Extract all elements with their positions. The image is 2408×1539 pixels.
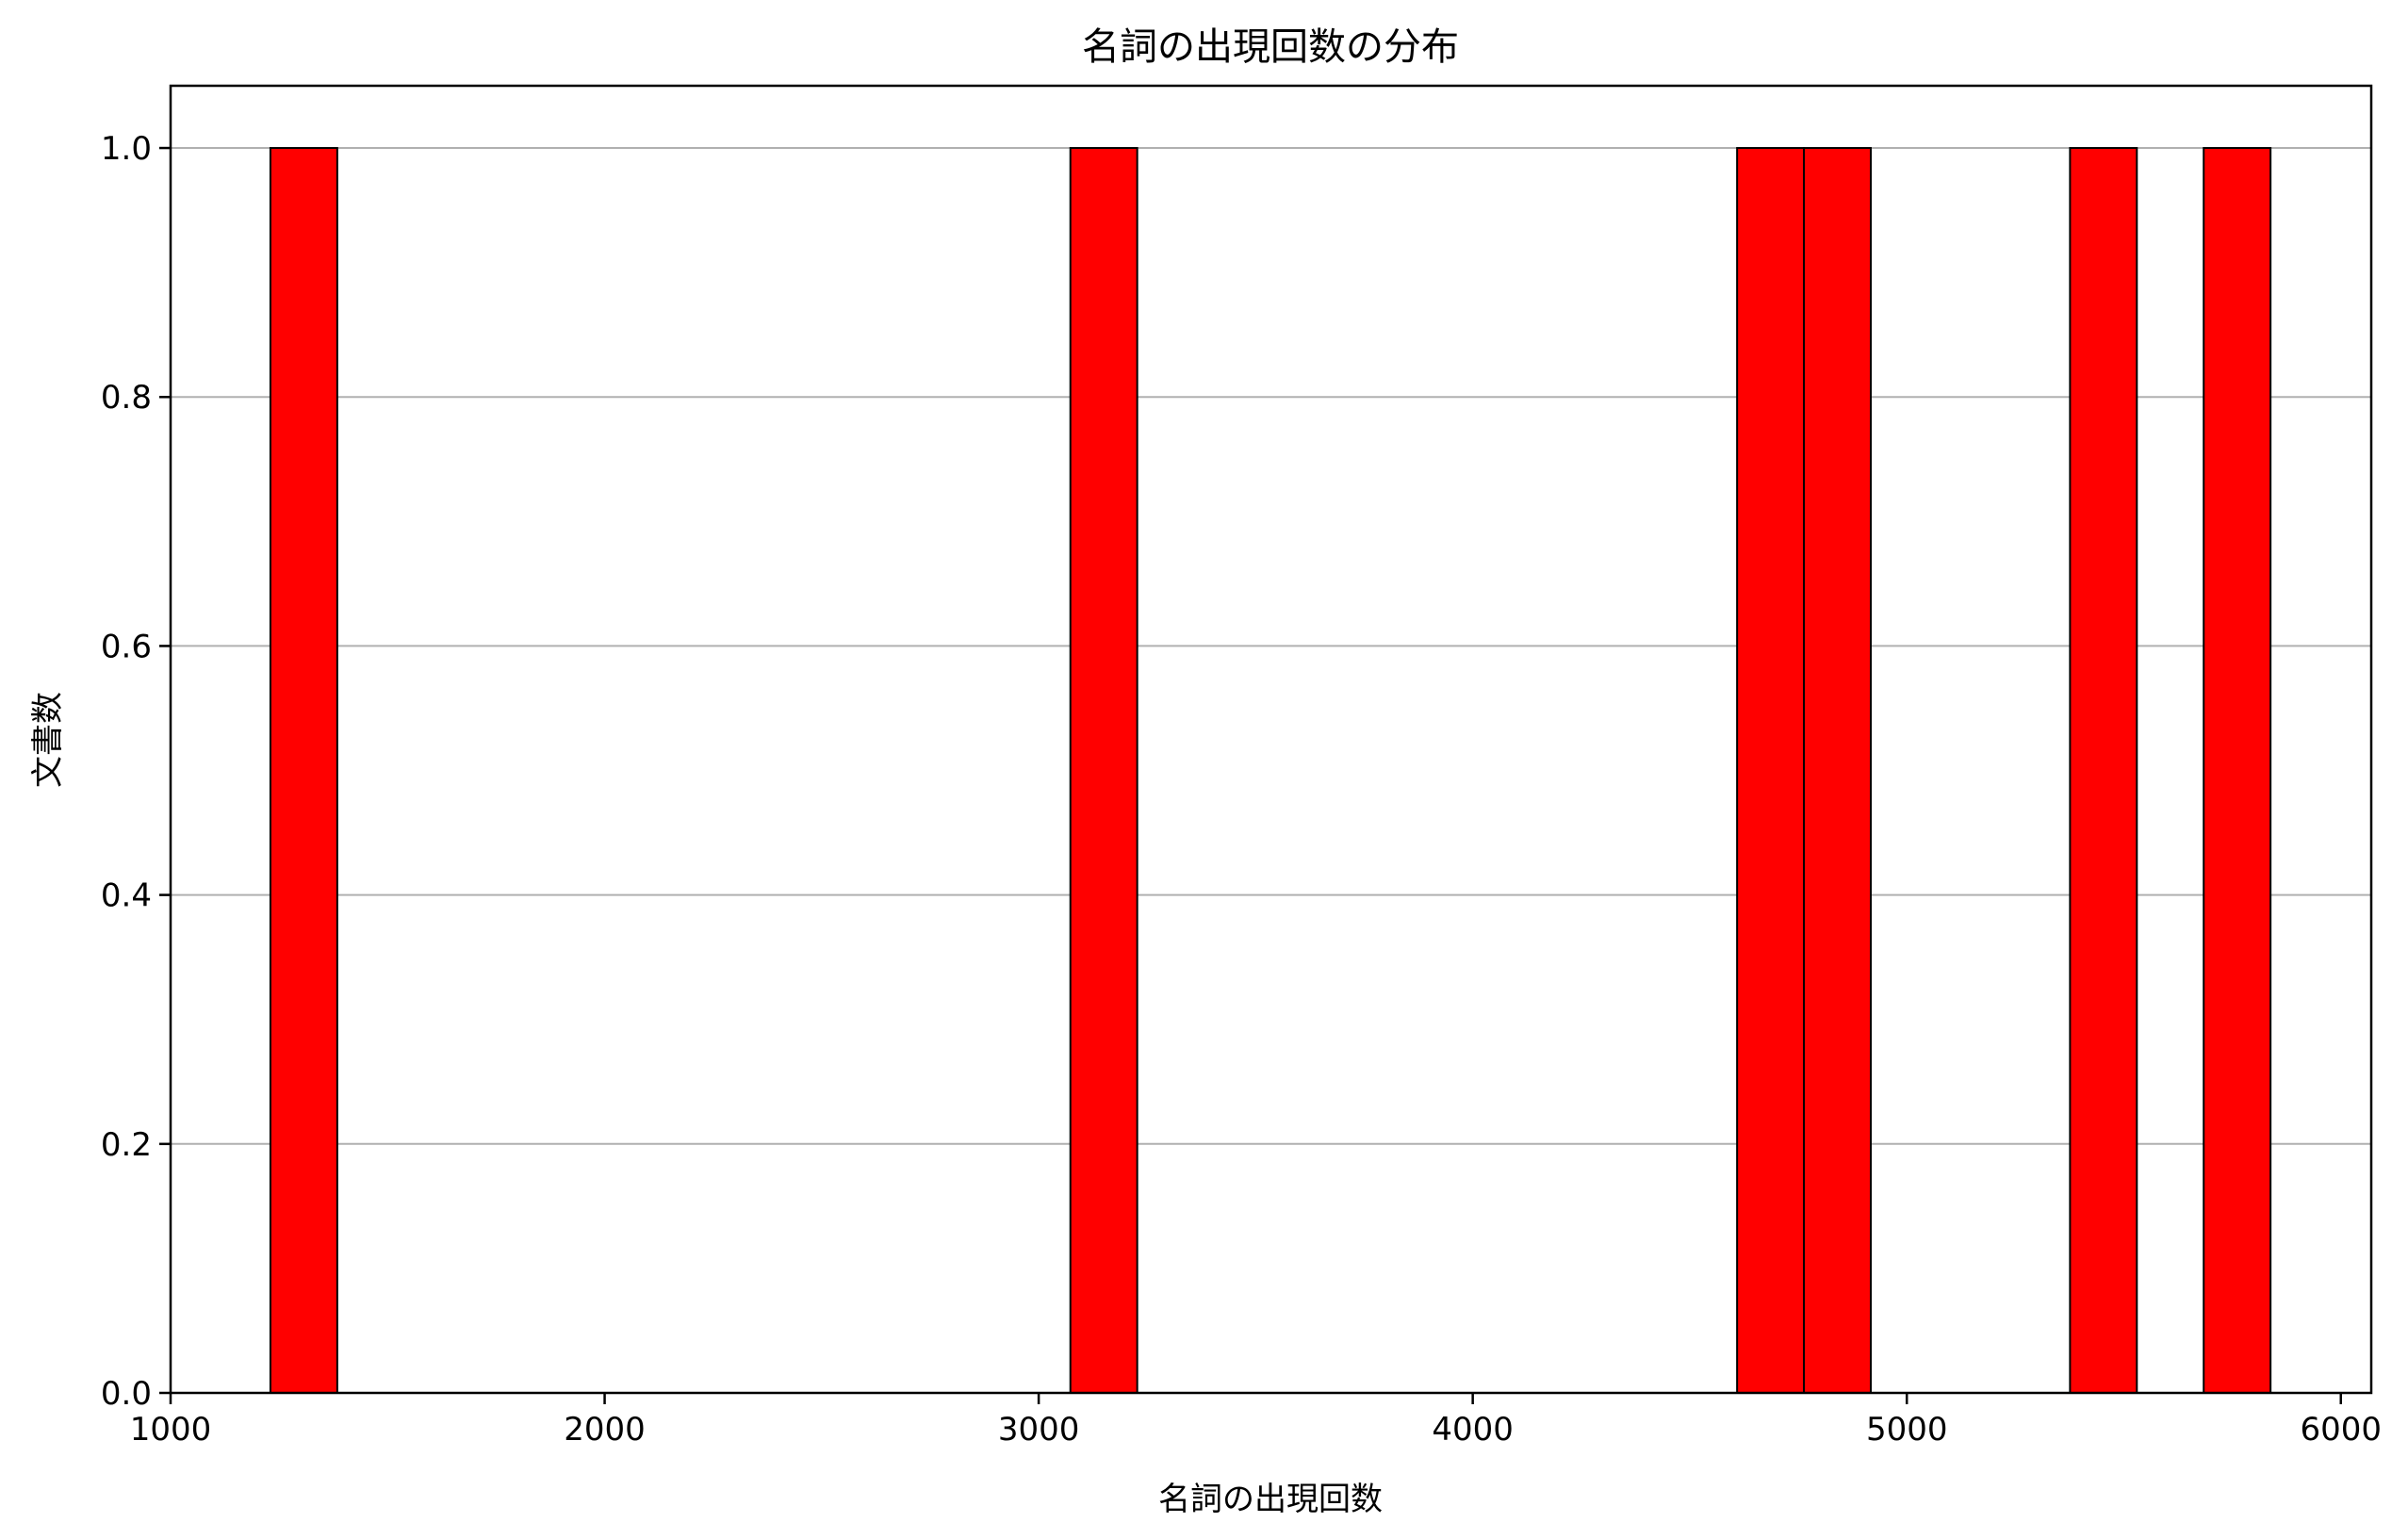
y-tick-label: 0.8 [101, 379, 152, 417]
y-tick-label: 1.0 [101, 130, 152, 168]
histogram-bar [1736, 147, 1806, 1395]
histogram-bar [1803, 147, 1872, 1395]
histogram-bar [1069, 147, 1138, 1395]
y-tick-label: 0.2 [101, 1126, 152, 1164]
bars [269, 147, 2272, 1395]
x-axis-ticks: 1000 2000 3000 4000 5000 6000 [130, 1393, 2382, 1449]
histogram-bar [2203, 147, 2272, 1395]
grid-lines [171, 147, 2371, 1394]
x-tick-label: 4000 [1432, 1411, 1514, 1449]
x-axis-label: 名詞の出現回数 [1158, 1481, 1383, 1518]
x-tick-label: 3000 [998, 1411, 1080, 1449]
y-tick-label: 0.4 [101, 877, 152, 915]
y-tick-label: 0.0 [101, 1375, 152, 1413]
chart-title: 名詞の出現回数の分布 [1082, 25, 1459, 69]
x-tick-label: 1000 [130, 1411, 212, 1449]
x-tick-label: 2000 [564, 1411, 646, 1449]
histogram-bar [2069, 147, 2138, 1395]
x-tick-label: 5000 [1866, 1411, 1948, 1449]
y-axis-label: 文書数 [29, 692, 67, 788]
axes-frame [169, 84, 2373, 1395]
x-tick-label: 6000 [2300, 1411, 2382, 1449]
y-axis-ticks: 0.0 0.2 0.4 0.6 0.8 1.0 [101, 130, 171, 1413]
y-tick-label: 0.6 [101, 628, 152, 665]
histogram-bar [269, 147, 338, 1395]
